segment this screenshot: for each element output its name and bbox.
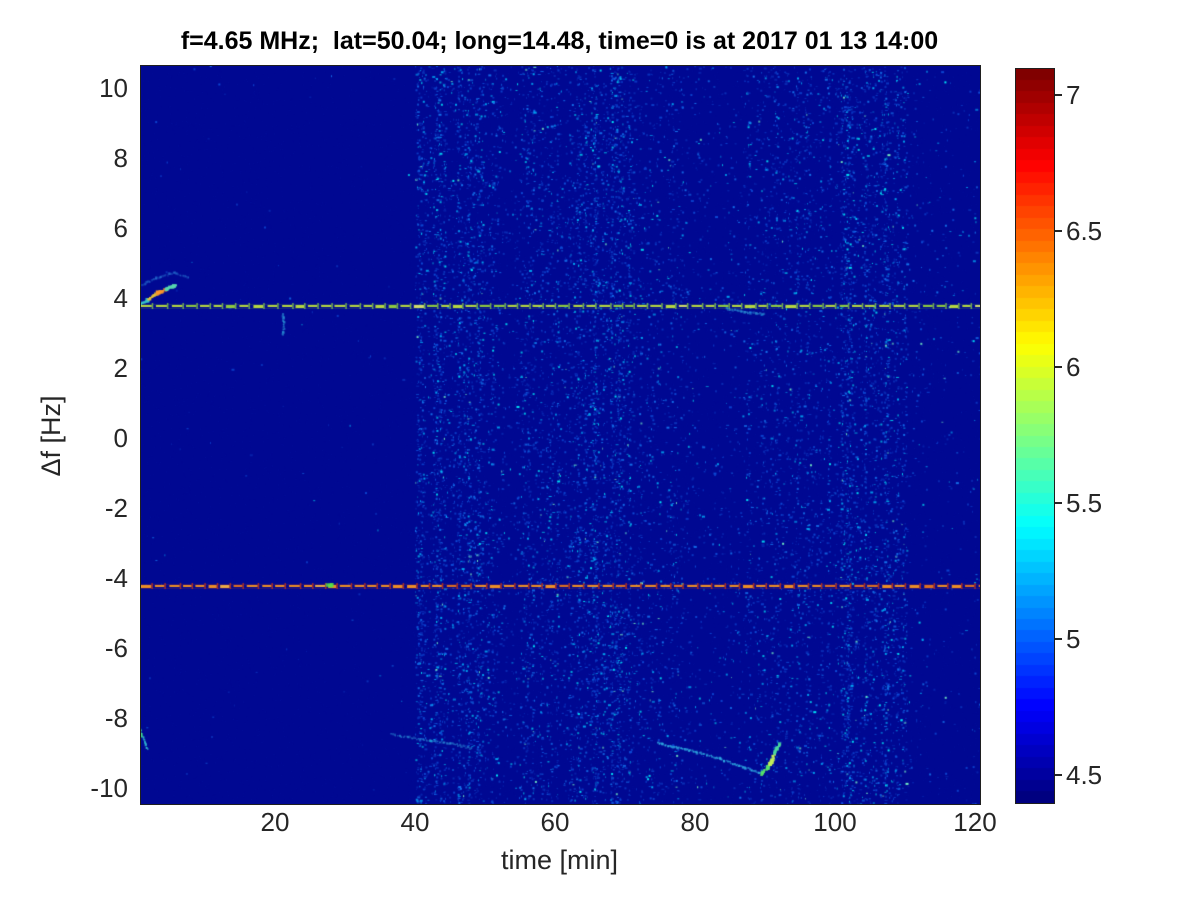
y-tick-label: -2	[104, 492, 128, 523]
x-tick-label: 120	[953, 807, 997, 837]
colorbar-tick-mark	[1055, 230, 1062, 233]
colorbar-tick-mark	[1055, 637, 1062, 640]
y-tick-label: 0	[113, 422, 128, 453]
colorbar-tick-mark	[1055, 366, 1062, 369]
colorbar-tick-label: 6	[1066, 352, 1081, 383]
x-tick-label: 20	[260, 807, 290, 837]
y-tick-label: 10	[99, 72, 128, 103]
colorbar-tick-mark	[1055, 773, 1062, 776]
colorbar-tick-label: 5.5	[1066, 487, 1103, 518]
y-tick-label: 6	[113, 212, 128, 243]
colorbar-tick-label: 7	[1066, 80, 1081, 111]
colorbar-tick-mark	[1055, 501, 1062, 504]
y-tick-label: 8	[113, 142, 128, 173]
y-tick-label: 4	[113, 282, 128, 313]
colorbar-tick-label: 6.5	[1066, 216, 1103, 247]
plot-title: f=4.65 MHz; lat=50.04; long=14.48, time=…	[180, 27, 939, 55]
x-tick-label: 80	[680, 807, 710, 837]
colorbar-tick-label: 5	[1066, 623, 1081, 654]
y-tick-label: -10	[90, 772, 128, 803]
y-tick-label: 2	[113, 352, 128, 383]
heatmap-canvas	[141, 66, 980, 804]
colorbar-tick-mark	[1055, 94, 1062, 97]
colorbar-tick-label: 4.5	[1066, 759, 1103, 790]
x-tick-label: 60	[540, 807, 570, 837]
x-axis-label: time [min]	[500, 845, 619, 875]
x-tick-label: 40	[400, 807, 430, 837]
y-tick-label: -8	[104, 702, 128, 733]
colorbar	[1015, 68, 1055, 804]
heatmap-plot-area	[140, 65, 981, 805]
x-tick-label: 100	[813, 807, 857, 837]
y-tick-label: -6	[104, 632, 128, 663]
y-tick-label: -4	[104, 562, 128, 593]
colorbar-gradient	[1016, 69, 1054, 803]
